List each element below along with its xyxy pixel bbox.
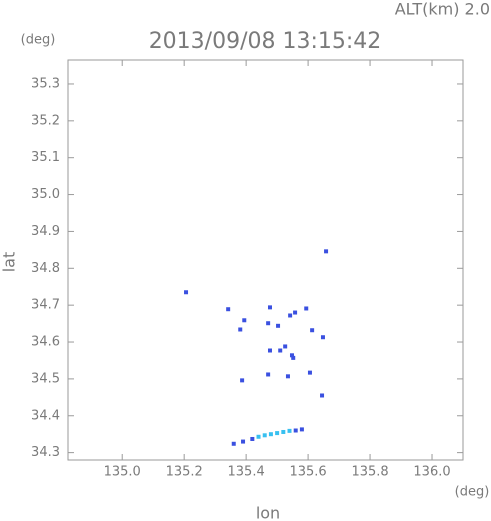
- x-tick-label: 135.8: [351, 465, 388, 480]
- echo-point: [307, 370, 312, 375]
- echo-point: [267, 305, 272, 310]
- echo-point: [310, 328, 315, 333]
- y-tick-label: 34.3: [31, 445, 60, 460]
- x-tick-label: 135.6: [289, 465, 326, 480]
- y-tick-label: 34.5: [31, 371, 60, 386]
- y-tick-label: 34.6: [31, 335, 60, 350]
- echo-point: [184, 290, 189, 295]
- echo-point: [242, 318, 247, 323]
- echo-point: [267, 348, 272, 353]
- echo-point: [283, 344, 288, 349]
- echo-point: [238, 327, 243, 332]
- x-tick-label: 135.0: [104, 465, 141, 480]
- y-tick-label: 34.9: [31, 224, 60, 239]
- chart-title: 2013/09/08 13:15:42: [149, 29, 382, 54]
- x-tick-label: 136.0: [413, 465, 450, 480]
- echo-point: [320, 393, 325, 398]
- echo-point: [241, 439, 246, 444]
- chart-subtitle: ALT(km) 2.0: [395, 0, 490, 19]
- echo-point: [299, 427, 304, 432]
- y-tick-label: 35.1: [31, 150, 60, 165]
- echo-point: [293, 310, 298, 315]
- y-axis-label: lat: [0, 252, 19, 273]
- echo-point: [266, 321, 271, 326]
- echo-point: [276, 323, 281, 328]
- echo-point: [288, 313, 293, 318]
- x-tick-label: 135.4: [228, 465, 265, 480]
- echo-point: [304, 306, 309, 311]
- y-tick-label: 35.2: [31, 113, 60, 128]
- x-unit: (deg): [455, 485, 490, 500]
- echo-point: [291, 355, 296, 360]
- echo-point: [275, 431, 280, 436]
- y-tick-label: 35.0: [31, 187, 60, 202]
- echo-point: [293, 428, 298, 433]
- echo-point: [250, 436, 255, 441]
- echo-point: [268, 432, 273, 437]
- y-tick-label: 34.7: [31, 298, 60, 313]
- echo-point: [287, 428, 292, 433]
- echo-point: [289, 353, 294, 358]
- y-tick-label: 35.3: [31, 76, 60, 91]
- echo-point: [231, 441, 236, 446]
- echo-point: [256, 434, 261, 439]
- y-tick-label: 34.8: [31, 261, 60, 276]
- echo-point: [266, 372, 271, 377]
- y-tick-label: 34.4: [31, 408, 60, 423]
- echo-point: [278, 348, 283, 353]
- x-tick-label: 135.2: [166, 465, 203, 480]
- echo-point: [320, 335, 325, 340]
- y-unit: (deg): [21, 33, 56, 48]
- echo-point: [285, 374, 290, 379]
- echo-point: [226, 307, 231, 312]
- x-axis-label: lon: [256, 504, 280, 521]
- echo-point: [262, 433, 267, 438]
- echo-point: [281, 429, 286, 434]
- echo-point: [240, 378, 245, 383]
- echo-point: [324, 249, 329, 254]
- plot-frame: [67, 59, 464, 461]
